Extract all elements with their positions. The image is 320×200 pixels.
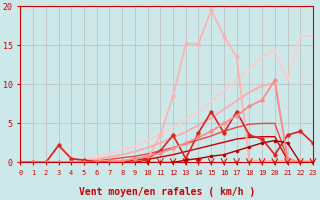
X-axis label: Vent moyen/en rafales ( km/h ): Vent moyen/en rafales ( km/h ) <box>79 187 255 197</box>
